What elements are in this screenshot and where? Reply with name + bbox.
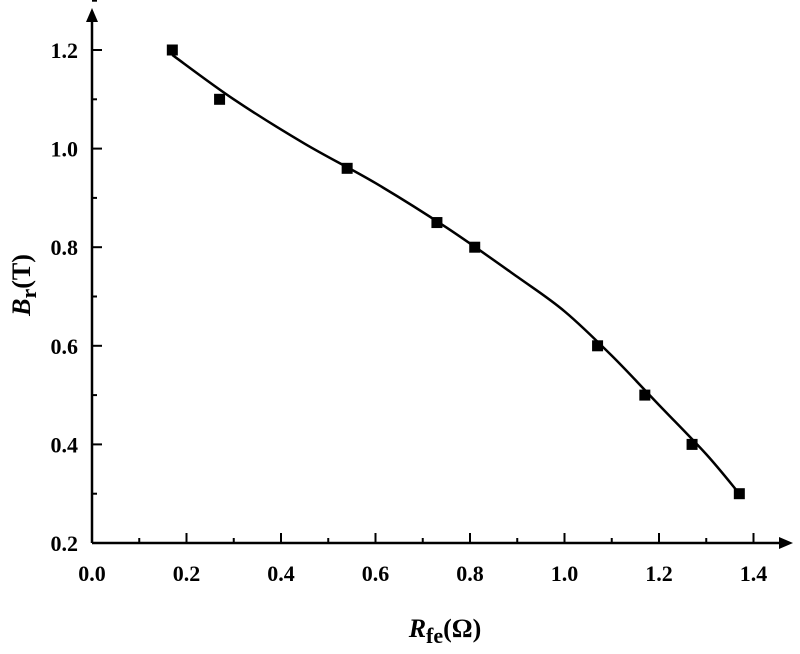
data-point-marker — [341, 162, 353, 174]
fit-curve — [171, 53, 741, 495]
data-markers — [166, 44, 745, 500]
x-tick-label: 0.2 — [173, 561, 201, 586]
x-tick-label: 1.4 — [740, 561, 768, 586]
x-ticks: 0.0 0.2 0.4 0.6 0.8 1.0 1.2 1.4 — [78, 533, 767, 586]
x-axis-label: Rfe(Ω) — [408, 614, 482, 648]
x-axis-arrow — [779, 537, 793, 549]
data-point-marker — [733, 488, 745, 500]
x-axis-label-unit: (Ω) — [443, 614, 481, 643]
x-tick-label: 1.0 — [551, 561, 579, 586]
x-tick-label: 0.0 — [78, 561, 106, 586]
y-tick-label: 0.6 — [51, 334, 79, 359]
data-point-marker — [686, 438, 698, 450]
x-axis-label-sub: fe — [426, 623, 443, 648]
x-tick-label: 0.4 — [267, 561, 295, 586]
y-tick-label: 1.0 — [51, 137, 79, 162]
y-axis-label-sub: r — [16, 289, 41, 299]
y-ticks: 0.2 0.4 0.6 0.8 1.0 1.2 — [51, 0, 102, 556]
x-tick-label: 0.8 — [456, 561, 484, 586]
y-axis-label-main: B — [7, 299, 36, 317]
data-point-marker — [639, 389, 651, 401]
x-tick-label: 1.2 — [645, 561, 673, 586]
data-point-marker — [166, 44, 178, 56]
y-axis-arrow — [86, 8, 98, 22]
x-tick-label: 0.6 — [362, 561, 390, 586]
y-tick-label: 0.8 — [51, 235, 79, 260]
y-axis-label-unit: (T) — [7, 254, 36, 289]
axes — [86, 8, 793, 549]
data-point-marker — [469, 241, 481, 253]
data-point-marker — [592, 340, 604, 352]
y-tick-label: 0.4 — [51, 432, 79, 457]
y-tick-label: 0.2 — [51, 531, 79, 556]
y-tick-label: 1.2 — [51, 38, 79, 63]
data-point-marker — [214, 93, 226, 105]
y-axis-label: Br(T) — [7, 254, 41, 317]
data-point-marker — [431, 217, 443, 229]
x-axis-label-main: R — [408, 614, 426, 643]
